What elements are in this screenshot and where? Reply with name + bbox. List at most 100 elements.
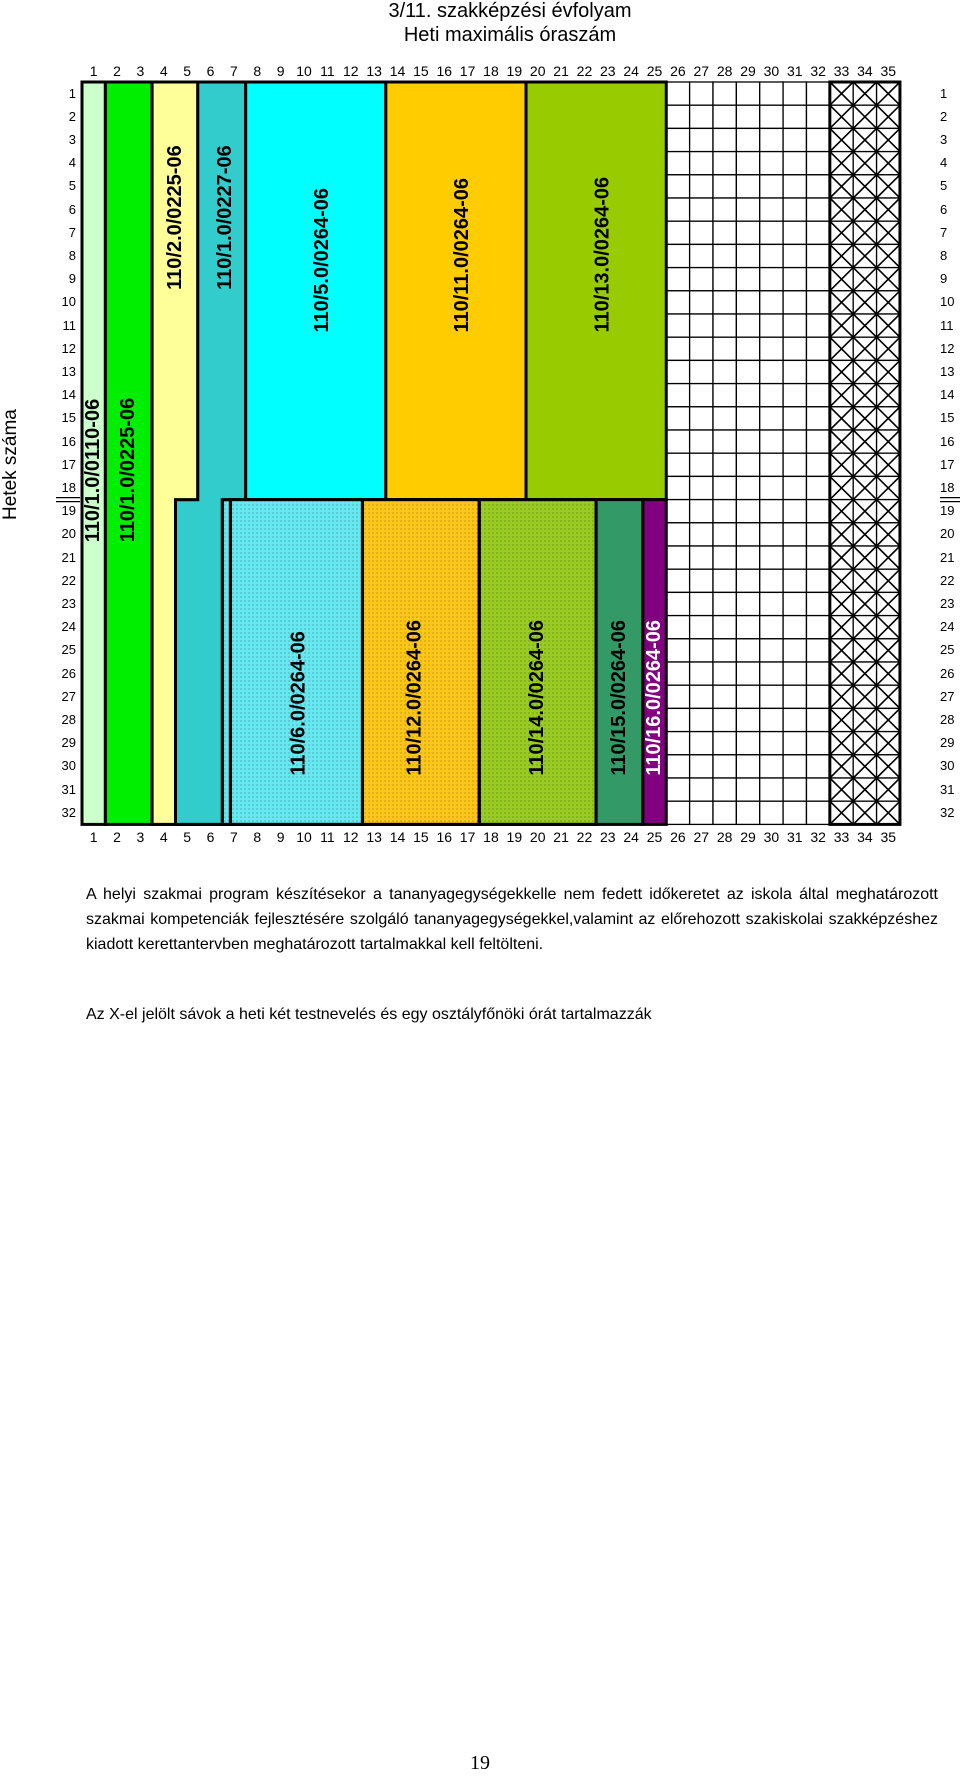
grid-cell xyxy=(735,359,761,385)
week-label-left: 26 xyxy=(61,665,76,681)
week-label-left: 10 xyxy=(61,294,76,310)
x-mark xyxy=(852,383,878,408)
week-label-left: 28 xyxy=(61,712,76,727)
x-mark xyxy=(852,777,878,802)
week-label-left: 22 xyxy=(61,572,76,588)
block-110-11-0-0264-06 xyxy=(384,80,528,502)
grid-cell xyxy=(688,150,714,176)
grid-cell xyxy=(735,266,761,292)
x-mark xyxy=(876,777,901,802)
grid-cell xyxy=(782,800,808,826)
grid-cell xyxy=(782,104,808,130)
grid-cell xyxy=(782,777,808,802)
week-label-left: 5 xyxy=(68,178,76,194)
grid-cell xyxy=(759,359,784,385)
grid-cell xyxy=(735,707,761,733)
grid-cell xyxy=(805,754,831,779)
block-label: 110/1.0/0227-06 xyxy=(214,145,236,290)
x-mark xyxy=(829,383,854,408)
week-label-left: 11 xyxy=(62,317,77,333)
hour-label-top: 9 xyxy=(276,63,285,79)
grid-cell xyxy=(735,522,761,547)
grid-cell xyxy=(782,197,808,222)
week-label-left: 8 xyxy=(68,248,76,263)
x-mark xyxy=(829,313,854,338)
week-label-right: 16 xyxy=(940,433,955,449)
grid-cell xyxy=(688,174,714,199)
grid-cell xyxy=(688,568,714,594)
week-label-left: 4 xyxy=(68,155,76,171)
grid-cell xyxy=(688,197,714,222)
x-mark xyxy=(876,684,901,709)
grid-cell xyxy=(759,545,784,570)
grid-cell xyxy=(782,475,808,501)
x-mark xyxy=(876,267,901,292)
grid-cell xyxy=(805,545,831,570)
week-label-right: 17 xyxy=(940,456,955,472)
grid-cell xyxy=(759,290,784,315)
hour-label-top: 26 xyxy=(670,63,686,79)
grid-cell xyxy=(735,220,761,246)
schedule-chart: 110/1.0/0110-06 110/1.0/0225-06 110/2.0/02… xyxy=(56,80,960,826)
grid-cell xyxy=(712,522,738,547)
x-mark xyxy=(829,406,854,431)
grid-cell xyxy=(688,661,714,686)
hour-label-top: 31 xyxy=(786,63,803,79)
grid-cell xyxy=(759,81,784,106)
grid-cell xyxy=(759,614,784,640)
week-label-left: 29 xyxy=(61,735,76,751)
grid-cell xyxy=(759,197,784,222)
grid-cell xyxy=(805,730,831,756)
grid-cell xyxy=(805,104,831,130)
grid-cell xyxy=(759,568,784,594)
hour-label-bottom: 13 xyxy=(366,829,382,845)
grid-cell xyxy=(759,150,784,176)
hour-label-bottom: 16 xyxy=(436,829,453,845)
x-mark xyxy=(829,615,854,640)
grid-cell xyxy=(782,290,808,315)
header-title-line2: Heti maximális óraszám xyxy=(403,24,617,46)
x-mark xyxy=(852,731,878,756)
grid-cell xyxy=(759,498,784,524)
hour-label-top: 3 xyxy=(136,63,145,79)
hour-label-top: 10 xyxy=(296,63,312,79)
grid-cell xyxy=(735,498,761,524)
hour-label-top: 29 xyxy=(740,63,756,79)
grid-cell xyxy=(782,638,808,663)
week-label-left: 19 xyxy=(61,503,76,519)
hour-label-top: 18 xyxy=(483,63,499,79)
grid-cell xyxy=(805,638,831,663)
week-label-left: 30 xyxy=(61,758,76,774)
week-label-right: 22 xyxy=(940,572,955,588)
x-mark xyxy=(829,336,854,361)
grid-cell xyxy=(805,313,831,338)
week-label-right: 14 xyxy=(940,387,955,403)
x-mark xyxy=(852,684,878,709)
grid-cell xyxy=(665,127,691,153)
grid-cell xyxy=(782,81,808,106)
x-mark xyxy=(829,452,854,477)
week-label-right: 9 xyxy=(940,271,948,287)
x-mark xyxy=(852,499,878,524)
week-label-left: 1 xyxy=(68,85,76,101)
hour-label-top: 22 xyxy=(576,63,593,79)
hour-label-bottom: 33 xyxy=(833,829,850,845)
x-mark xyxy=(829,800,854,825)
grid-cell xyxy=(688,243,714,269)
grid-cell xyxy=(735,104,761,130)
week-label-right: 12 xyxy=(940,340,955,356)
x-mark xyxy=(876,151,901,176)
block-110-2-0-0225-06-shape xyxy=(150,80,200,826)
x-mark xyxy=(852,615,878,640)
grid-cell xyxy=(665,382,691,408)
x-mark xyxy=(876,429,901,454)
grid-cell xyxy=(665,452,691,478)
grid-cell xyxy=(782,754,808,779)
hour-label-top: 13 xyxy=(366,63,382,79)
x-mark xyxy=(876,243,901,269)
grid-cell xyxy=(735,313,761,338)
hour-label-bottom: 28 xyxy=(716,829,733,845)
grid-cell xyxy=(712,429,738,454)
week-label-right: 8 xyxy=(940,248,948,263)
x-mark xyxy=(852,800,878,825)
